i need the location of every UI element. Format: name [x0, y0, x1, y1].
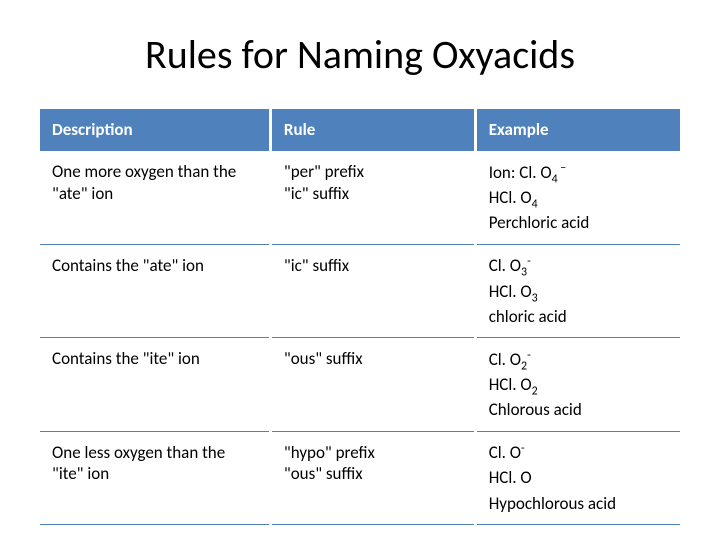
cell-example: Cl. O2- HCl. O2 Chlorous acid — [475, 338, 680, 431]
cell-example: Cl. O3- HCl. O3 chloric acid — [475, 244, 680, 337]
cell-description: Contains the "ate" ion — [40, 244, 270, 337]
header-description: Description — [40, 109, 270, 151]
example-name: Perchloric acid — [489, 212, 590, 233]
rule-line: "hypo" prefix — [284, 442, 375, 463]
oxyacid-rules-table: Description Rule Example One more oxygen… — [40, 109, 680, 525]
table-row: One less oxygen than the "ite" ion "hypo… — [40, 431, 680, 524]
formula-charge: - — [527, 348, 531, 362]
example-ion: Cl. O3- — [489, 255, 531, 276]
example-ion: Cl. O2- — [489, 349, 531, 370]
cell-description: One less oxygen than the "ite" ion — [40, 431, 270, 524]
formula-sub: 3 — [532, 291, 538, 305]
cell-example: Ion: Cl. O4 − HCl. O4 Perchloric acid — [475, 151, 680, 244]
header-rule: Rule — [270, 109, 475, 151]
table-header-row: Description Rule Example — [40, 109, 680, 151]
example-acid: HCl. O4 — [489, 187, 538, 208]
formula-text: HCl. O — [489, 187, 532, 208]
table-row: Contains the "ite" ion "ous" suffix Cl. … — [40, 338, 680, 431]
example-name: Hypochlorous acid — [489, 493, 616, 514]
formula-text: Cl. O — [489, 255, 521, 276]
formula-text: Cl. O — [489, 349, 521, 370]
formula-text: Cl. O — [489, 442, 521, 463]
cell-rule: "ous" suffix — [270, 338, 475, 431]
rule-line: "ic" suffix — [284, 255, 349, 276]
rule-line: "ous" suffix — [284, 348, 363, 369]
table-row: Contains the "ate" ion "ic" suffix Cl. O… — [40, 244, 680, 337]
cell-description: One more oxygen than the "ate" ion — [40, 151, 270, 244]
slide-title: Rules for Naming Oxyacids — [40, 30, 680, 79]
formula-sub: 4 — [532, 198, 538, 212]
formula-text: HCl. O — [489, 467, 532, 488]
table-row: One more oxygen than the "ate" ion "per"… — [40, 151, 680, 244]
rule-line: "ous" suffix — [284, 463, 363, 484]
cell-rule: "per" prefix "ic" suffix — [270, 151, 475, 244]
example-acid: HCl. O — [489, 467, 532, 488]
example-acid: HCl. O3 — [489, 281, 538, 302]
example-ion: Ion: Cl. O4 − — [489, 162, 567, 183]
formula-text: HCl. O — [489, 374, 532, 395]
cell-example: Cl. O- HCl. O Hypochlorous acid — [475, 431, 680, 524]
example-name: chloric acid — [489, 306, 567, 327]
rule-line: "per" prefix — [284, 161, 364, 182]
formula-text: HCl. O — [489, 281, 532, 302]
example-acid: HCl. O2 — [489, 374, 538, 395]
formula-charge: − — [558, 161, 567, 175]
rule-line: "ic" suffix — [284, 183, 349, 204]
formula-text: Ion: Cl. O — [489, 162, 552, 183]
cell-description: Contains the "ite" ion — [40, 338, 270, 431]
slide: Rules for Naming Oxyacids Description Ru… — [0, 0, 720, 540]
example-name: Chlorous acid — [489, 399, 582, 420]
formula-charge: - — [527, 255, 531, 269]
example-ion: Cl. O- — [489, 442, 525, 463]
header-example: Example — [475, 109, 680, 151]
cell-rule: "ic" suffix — [270, 244, 475, 337]
cell-rule: "hypo" prefix "ous" suffix — [270, 431, 475, 524]
formula-charge: - — [521, 442, 525, 456]
formula-sub: 2 — [532, 384, 538, 398]
